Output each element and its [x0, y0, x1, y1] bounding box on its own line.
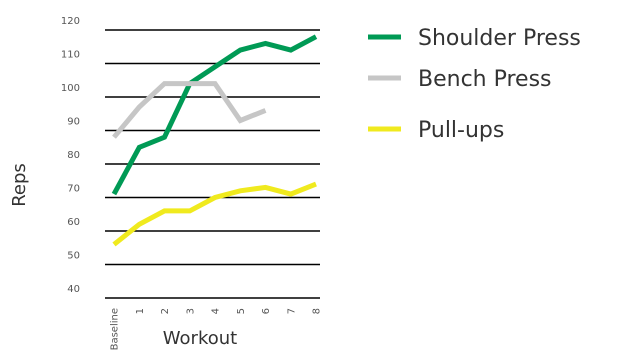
legend: Shoulder Press Bench Press Pull-ups — [368, 26, 581, 143]
gridlines — [105, 29, 320, 299]
y-axis-title: Reps — [9, 163, 30, 207]
x-tick-label: 4 — [211, 308, 222, 314]
x-tick-label: 1 — [135, 308, 146, 314]
x-tick-label: 3 — [185, 308, 196, 314]
x-tick-label: 5 — [236, 308, 247, 314]
x-tick-label: 7 — [286, 308, 297, 314]
y-tick-label: 120 — [61, 16, 80, 27]
series-line-0 — [111, 34, 318, 196]
x-tick-labels: Baseline 1 2 3 4 5 6 7 8 — [110, 308, 323, 350]
series-line-2 — [112, 181, 317, 247]
y-tick-label: 90 — [67, 117, 80, 128]
y-tick-label: 70 — [67, 184, 80, 195]
y-tick-label: 60 — [67, 217, 80, 228]
x-tick-label: Baseline — [110, 308, 121, 350]
x-tick-label: 2 — [160, 308, 171, 314]
x-tick-label: 6 — [261, 308, 272, 314]
y-tick-label: 50 — [67, 251, 80, 262]
series-line-1 — [112, 81, 267, 139]
y-tick-label: 80 — [67, 150, 80, 161]
legend-label: Shoulder Press — [418, 26, 581, 51]
y-tick-labels: 40 50 60 70 80 90 100 110 120 — [61, 16, 80, 295]
y-tick-label: 100 — [61, 83, 80, 94]
series-lines — [111, 34, 318, 247]
y-tick-label: 40 — [67, 284, 80, 295]
y-tick-label: 110 — [61, 50, 80, 61]
legend-label: Pull-ups — [418, 118, 504, 143]
x-axis-title: Workout — [163, 328, 237, 349]
x-tick-label: 8 — [312, 308, 323, 314]
legend-label: Bench Press — [418, 67, 552, 92]
